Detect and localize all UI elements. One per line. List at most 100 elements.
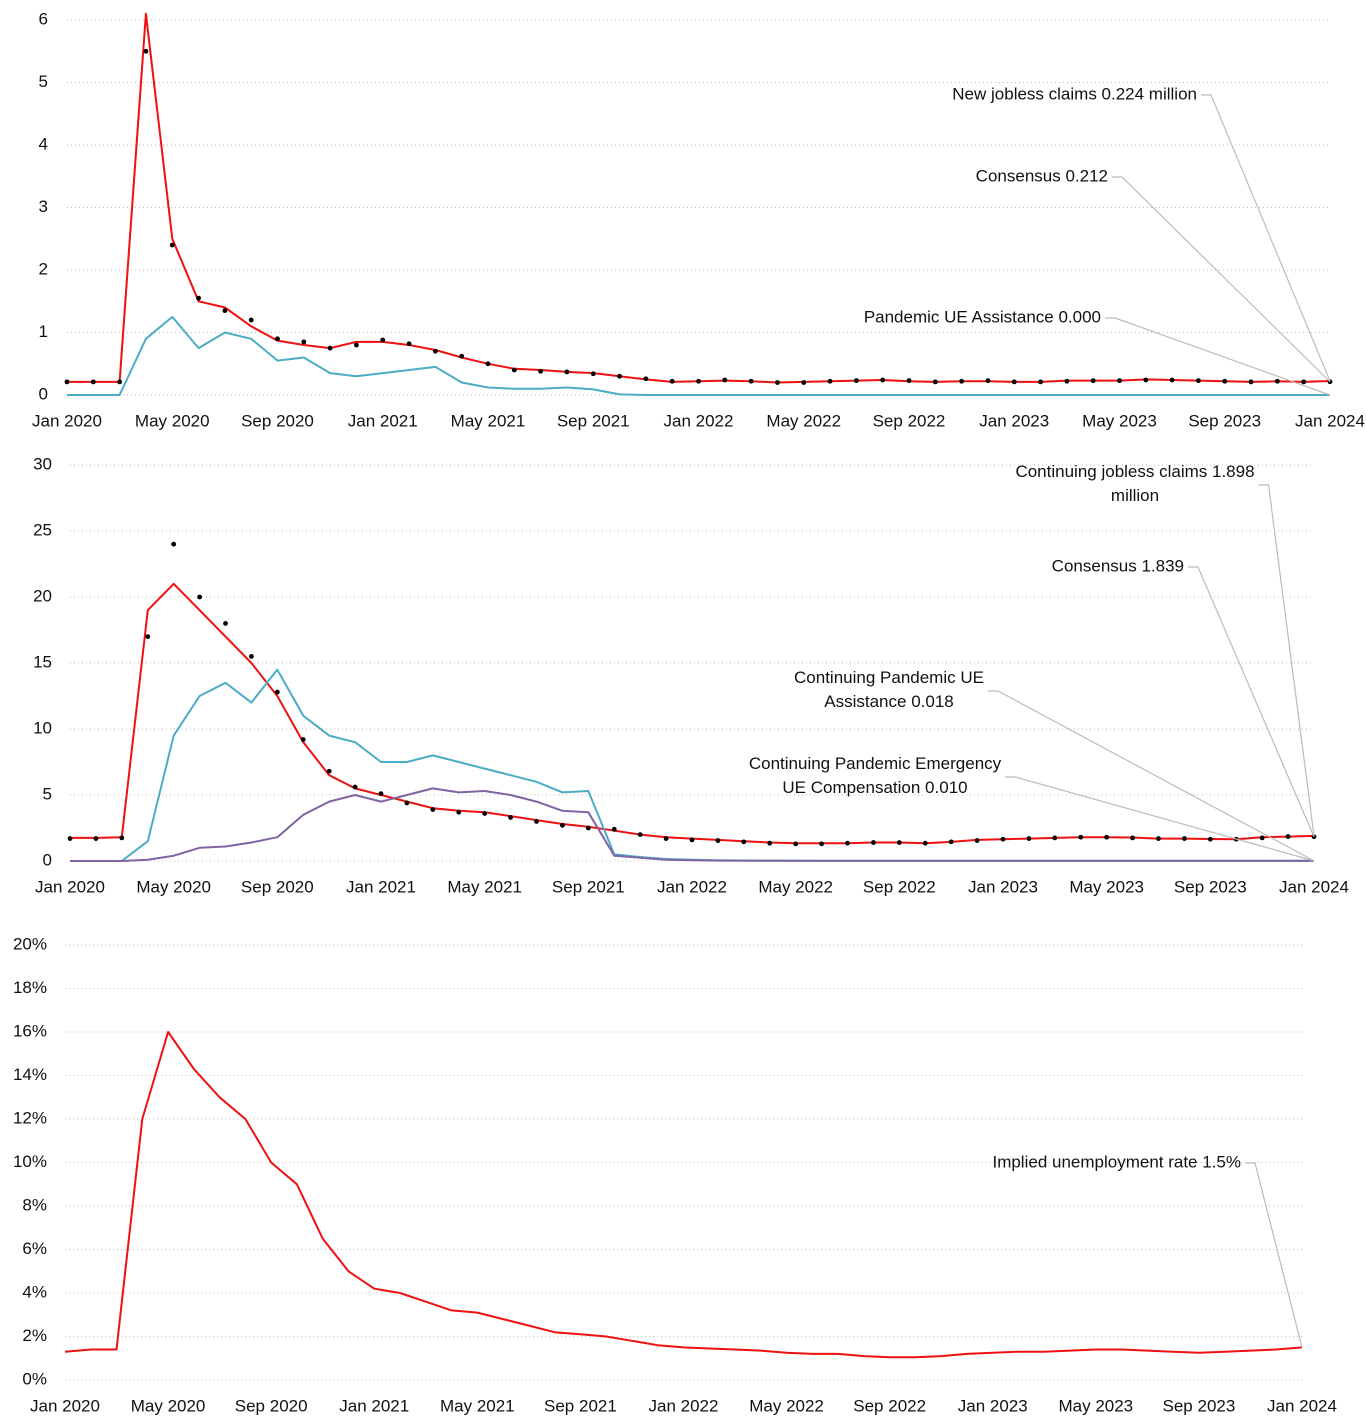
consensus-dot — [669, 378, 675, 384]
x-tick-label: Sep 2023 — [1174, 877, 1247, 896]
x-tick-label: May 2022 — [758, 877, 833, 896]
consensus-dot — [169, 242, 175, 248]
x-tick-label: Jan 2022 — [657, 877, 727, 896]
consensus-dot — [327, 345, 333, 351]
consensus-dot — [90, 379, 96, 385]
series-line — [64, 1031, 1303, 1359]
consensus-dot — [1285, 834, 1291, 839]
x-tick-label: Jan 2023 — [968, 877, 1038, 896]
consensus-dot — [932, 379, 938, 385]
y-tick-label: 5 — [43, 784, 52, 803]
consensus-dot — [171, 541, 177, 547]
x-tick-label: May 2023 — [1058, 1396, 1133, 1415]
y-tick-label: 14% — [13, 1065, 47, 1084]
consensus-dot — [643, 376, 649, 382]
consensus-dot — [145, 634, 151, 639]
consensus-dot — [378, 791, 384, 797]
y-tick-label: 10% — [13, 1152, 47, 1171]
consensus-dot — [1143, 377, 1149, 383]
consensus-dot — [1259, 835, 1265, 841]
consensus-dot — [1090, 378, 1096, 384]
y-tick-label: 6 — [39, 9, 48, 28]
series-line — [70, 787, 1314, 862]
consensus-dot — [64, 379, 70, 385]
leader-line — [1245, 1162, 1303, 1348]
series-label: Continuing Pandemic UE Assistance 0.018 — [794, 668, 984, 711]
x-tick-label: Sep 2020 — [235, 1396, 308, 1415]
consensus-dot — [853, 378, 859, 384]
consensus-dot — [223, 621, 228, 626]
consensus-dot — [1169, 377, 1175, 383]
y-tick-label: 30 — [33, 454, 52, 473]
consensus-dot — [459, 353, 465, 359]
consensus-dot — [1038, 379, 1043, 385]
y-tick-label: 5 — [39, 72, 48, 91]
consensus-dot — [508, 815, 513, 820]
x-tick-label: May 2022 — [766, 411, 841, 430]
y-tick-label: 0 — [39, 384, 48, 403]
consensus-dot — [248, 317, 254, 323]
consensus-dot — [1011, 379, 1017, 385]
consensus-dot — [985, 378, 991, 384]
consensus-dot — [275, 336, 280, 342]
consensus-dot — [326, 768, 332, 774]
consensus-dot — [827, 378, 833, 384]
x-tick-label: May 2020 — [136, 877, 211, 896]
series-label: Continuing Pandemic Emergency UE Compensa… — [749, 754, 1002, 797]
x-tick-label: Jan 2022 — [664, 411, 734, 430]
consensus-dot — [722, 377, 728, 383]
y-tick-label: 2% — [22, 1326, 47, 1345]
x-tick-label: Sep 2022 — [863, 877, 936, 896]
consensus-dot — [485, 361, 491, 367]
consensus-dot — [819, 841, 824, 847]
consensus-dot — [906, 378, 912, 384]
x-tick-label: Sep 2023 — [1188, 411, 1261, 430]
consensus-dot — [564, 369, 570, 375]
x-tick-label: Sep 2021 — [544, 1396, 617, 1415]
consensus-dot — [637, 832, 643, 837]
series-label: Implied unemployment rate 1.5% — [992, 1152, 1241, 1171]
consensus-dot — [880, 377, 886, 383]
consensus-dot — [456, 809, 462, 815]
y-tick-label: 3 — [39, 197, 48, 216]
leader-line — [987, 690, 1315, 862]
consensus-dot — [119, 835, 125, 841]
y-tick-label: 16% — [13, 1021, 47, 1040]
consensus-dot — [117, 379, 123, 385]
consensus-dot — [534, 819, 539, 824]
consensus-dot — [93, 836, 99, 841]
x-tick-label: Sep 2021 — [557, 411, 630, 430]
consensus-dot — [300, 737, 306, 742]
consensus-dot — [560, 822, 565, 828]
series-line — [67, 315, 1330, 396]
consensus-dot — [406, 341, 412, 347]
consensus-dot — [922, 840, 928, 846]
consensus-dot — [611, 826, 617, 832]
x-tick-label: Jan 2021 — [339, 1396, 409, 1415]
consensus-dot — [1078, 834, 1084, 840]
y-tick-label: 15 — [33, 652, 52, 671]
consensus-dot — [767, 840, 773, 846]
consensus-dot — [301, 339, 307, 345]
y-tick-label: 1 — [39, 322, 48, 341]
y-tick-label: 8% — [22, 1195, 47, 1214]
consensus-dot — [871, 840, 876, 845]
leader-line — [1201, 94, 1331, 382]
leader-line — [1105, 317, 1331, 396]
consensus-dot — [590, 371, 596, 377]
x-tick-label: May 2021 — [440, 1396, 515, 1415]
consensus-dot — [948, 839, 954, 845]
series-label: Consensus 0.212 — [976, 166, 1108, 185]
consensus-dot — [1248, 379, 1254, 385]
consensus-dot — [432, 348, 438, 354]
x-tick-label: Jan 2021 — [346, 877, 416, 896]
consensus-dot — [1052, 835, 1058, 841]
series-line — [70, 582, 1315, 845]
y-tick-label: 2 — [39, 259, 48, 278]
x-tick-label: Jan 2024 — [1295, 411, 1365, 430]
y-tick-label: 0 — [43, 850, 52, 869]
y-tick-label: 25 — [33, 520, 52, 539]
consensus-dot — [793, 841, 799, 847]
consensus-dot — [1104, 834, 1110, 840]
consensus-dot — [380, 337, 386, 343]
